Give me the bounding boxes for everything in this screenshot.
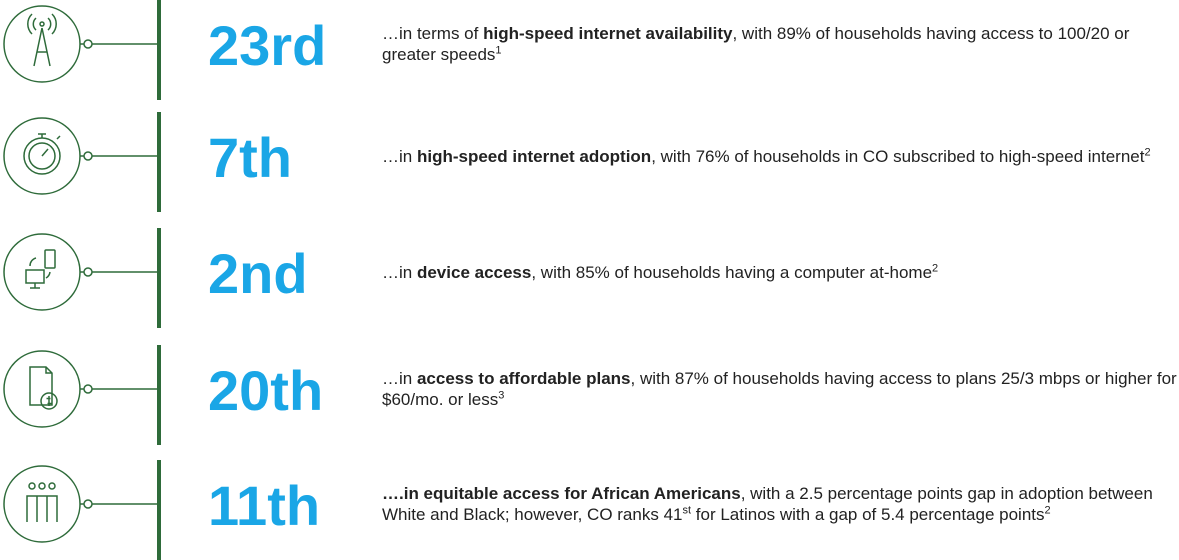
ranking-row: 20th …in access to affordable plans, with… <box>0 345 1179 445</box>
footnote-ref: 2 <box>932 261 939 274</box>
footnote-ref: 2 <box>1144 145 1151 158</box>
divider-bar <box>157 460 161 560</box>
description: …in access to affordable plans, with 87%… <box>382 368 1177 410</box>
description: ….in equitable access for African Americ… <box>382 483 1177 525</box>
footnote-ref: 2 <box>1044 504 1051 517</box>
text: , with a 2.5 percentage points gap in ad… <box>382 484 1153 524</box>
text: , with 89% of households having access t… <box>382 24 1130 64</box>
bold-text: high-speed internet availability <box>483 24 733 43</box>
divider-bar <box>157 112 161 212</box>
text: , with 87% of households having access t… <box>382 369 1177 409</box>
row-icon <box>3 465 157 543</box>
bold-text: access to affordable plans <box>416 369 631 388</box>
ranking-row: 7th …in high-speed internet adoption, wit… <box>0 112 1179 212</box>
row-icon <box>3 117 157 195</box>
rank: 11th <box>208 474 321 537</box>
row-icon <box>3 5 157 83</box>
text: , with 85% of households having a comput… <box>531 262 933 282</box>
rank: 23rd <box>208 14 327 77</box>
text: …in <box>382 369 417 388</box>
description: …in high-speed internet adoption, with 7… <box>382 146 1177 167</box>
bold-text: high-speed internet adoption <box>416 146 652 166</box>
ranking-row: 23rd …in terms of high-speed internet ava… <box>0 0 1179 100</box>
ranking-row: 11th ….in equitable access for African Am… <box>0 460 1179 560</box>
footnote-ref: st <box>682 504 692 517</box>
divider-bar <box>157 345 161 445</box>
description: …in terms of high-speed internet availab… <box>382 23 1177 65</box>
row-icon <box>3 350 157 428</box>
text: , with 76% of households in CO subscribe… <box>651 146 1145 166</box>
text: …in terms of <box>382 24 484 43</box>
bold-text: device access <box>416 262 532 282</box>
text: …in <box>382 146 417 166</box>
ranking-row: 2nd …in device access, with 85% of househ… <box>0 228 1179 328</box>
text: …in <box>382 262 417 282</box>
footnote-ref: 1 <box>495 44 502 57</box>
footnote-ref: 3 <box>498 389 505 402</box>
bold-text: ….in equitable access for African Americ… <box>382 484 741 503</box>
row-icon <box>3 233 157 311</box>
rank: 2nd <box>208 242 308 305</box>
rank: 7th <box>208 126 292 189</box>
divider-bar <box>157 0 161 100</box>
text: for Latinos with a gap of 5.4 percentage… <box>691 505 1045 524</box>
rank: 20th <box>208 359 324 422</box>
description: …in device access, with 85% of household… <box>382 262 1177 283</box>
divider-bar <box>157 228 161 328</box>
